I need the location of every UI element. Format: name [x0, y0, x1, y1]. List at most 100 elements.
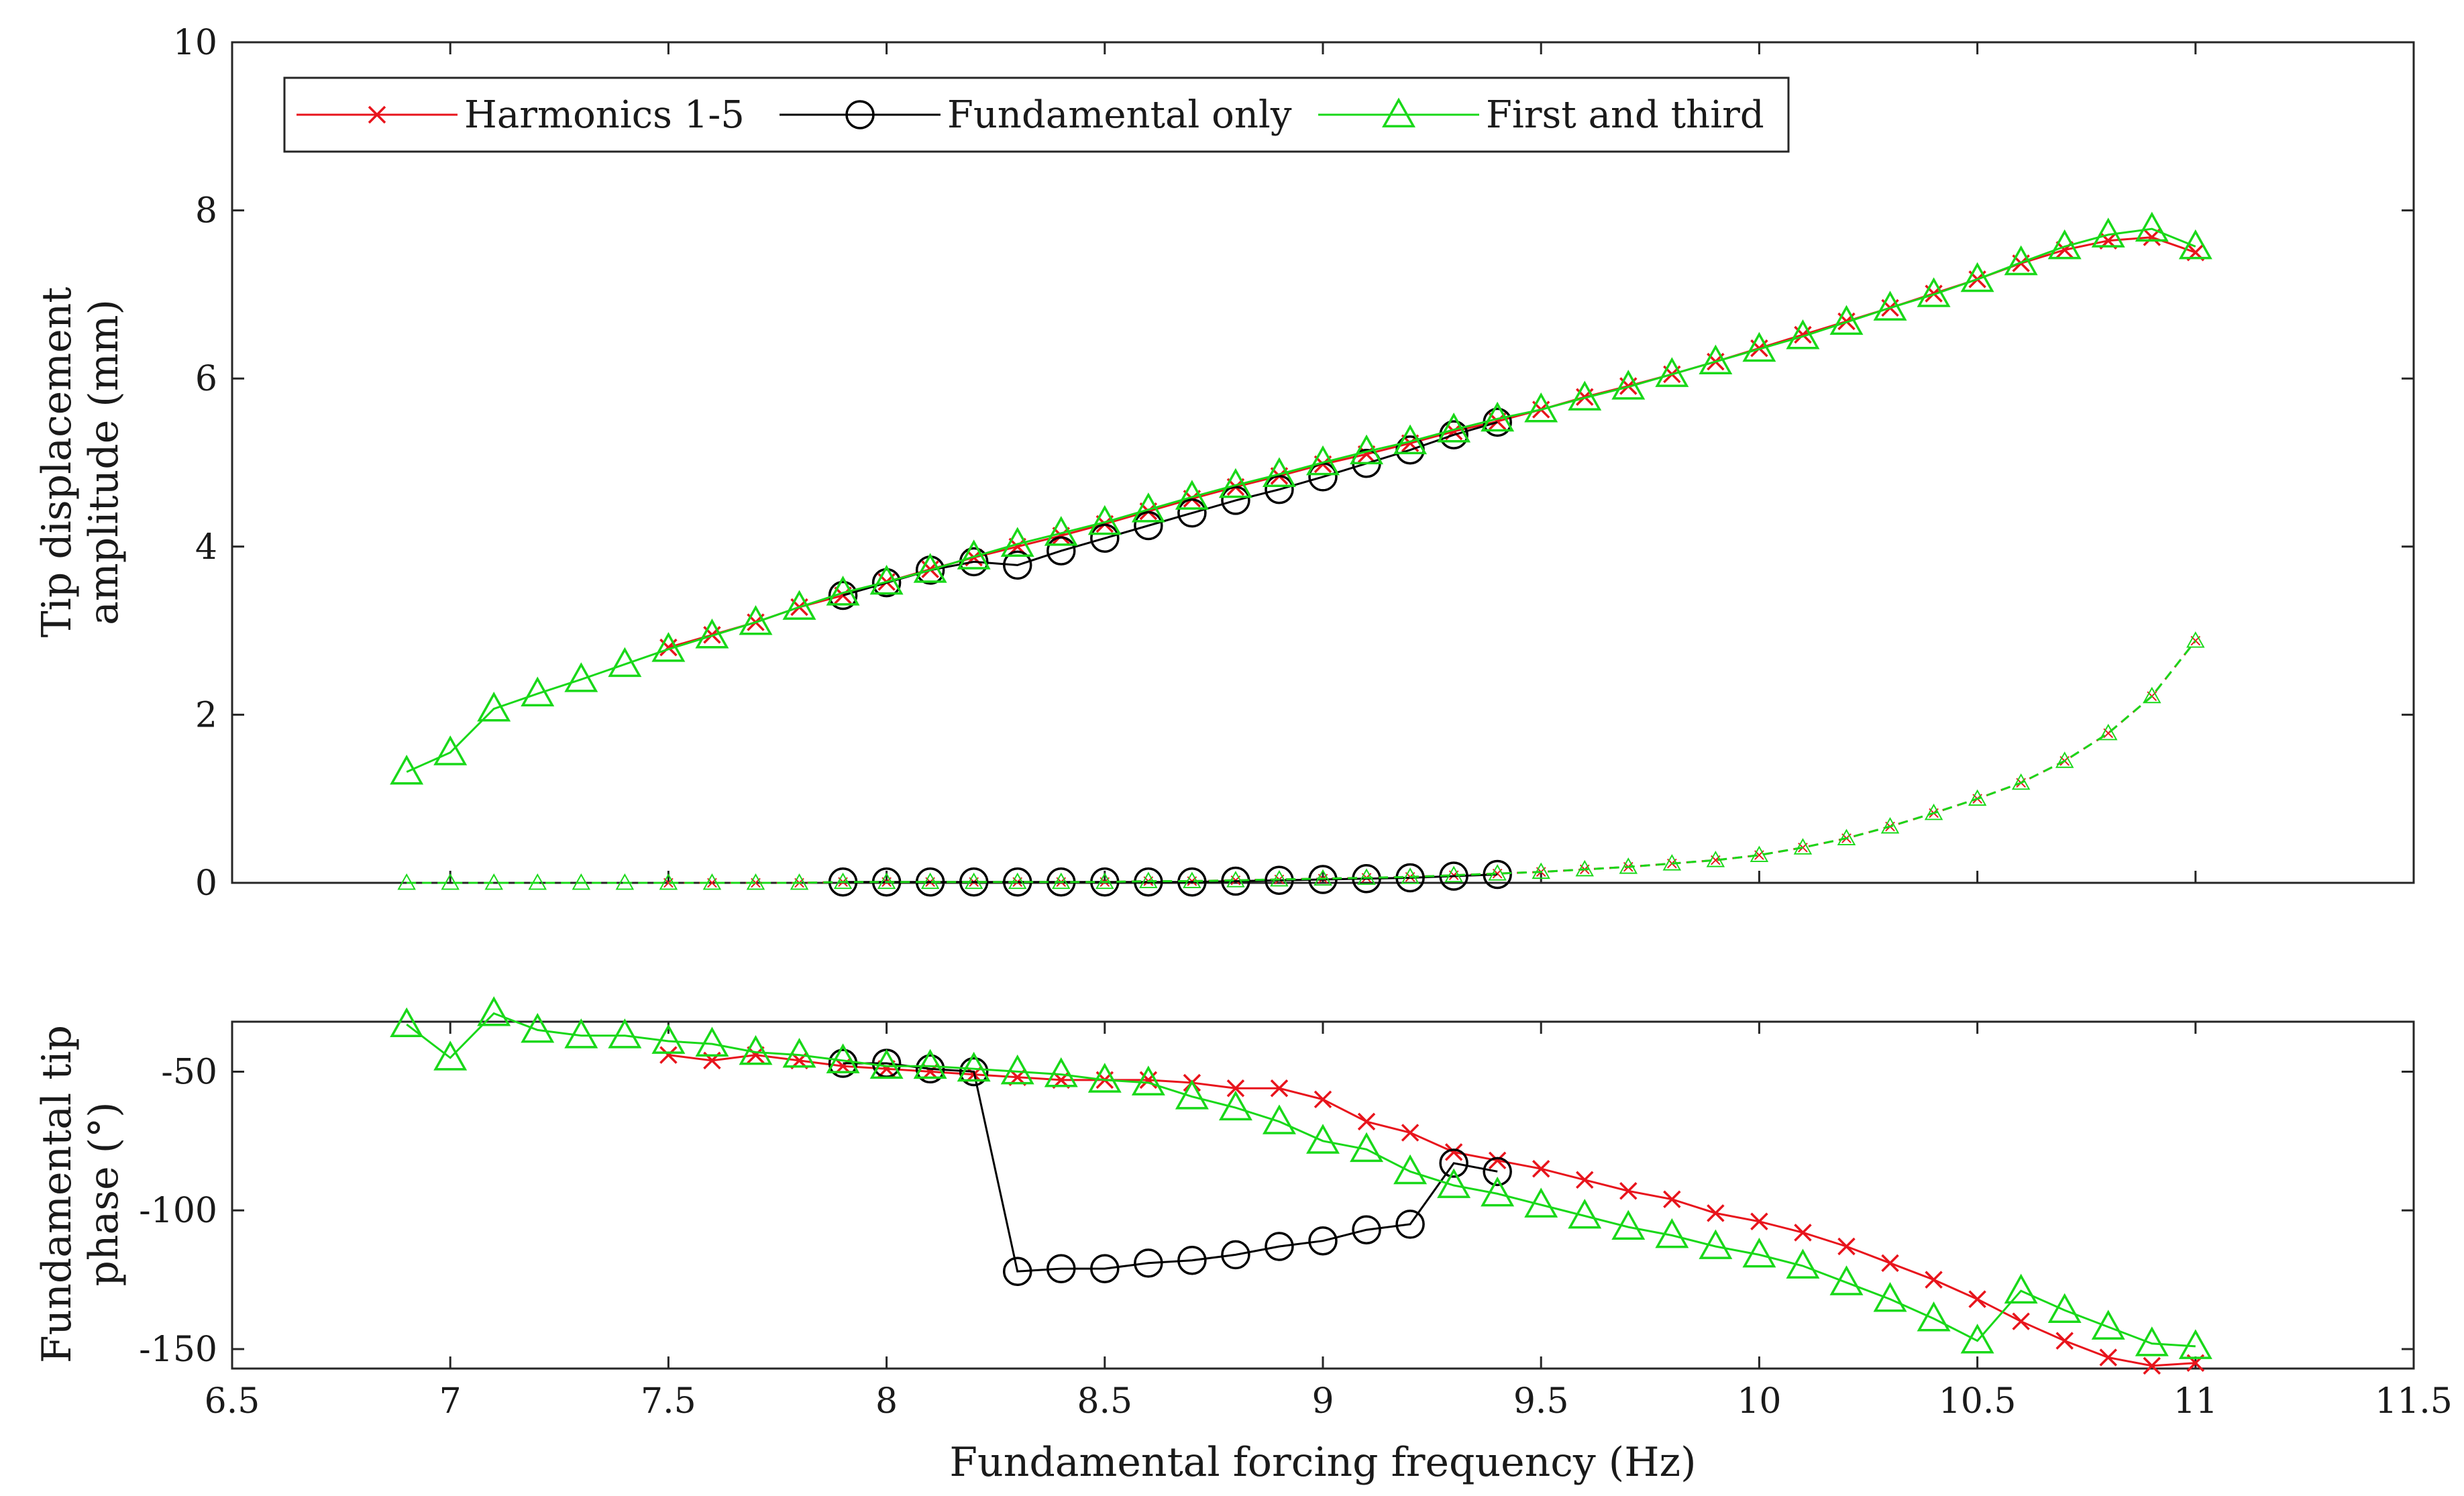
phase-first-and-third-point-32 — [1786, 1248, 1820, 1279]
amplitude-first-and-third-point-1 — [433, 735, 468, 765]
amplitude-first-and-third-point-24 — [1437, 413, 1471, 443]
phase-first-and-third-point-0 — [390, 1007, 424, 1038]
phase-first-and-third-point-1 — [433, 1040, 468, 1071]
amplitude-first-and-third-lower-branch-point-group-38 — [2055, 751, 2074, 768]
amplitude-first-and-third-lower-branch-point-25 — [1488, 864, 1507, 881]
amplitude-first-and-third-lower-branch-point-group-24 — [1444, 865, 1463, 883]
phase-fundamental-only-point-4 — [1002, 1257, 1032, 1286]
amplitude-first-and-third-point-17 — [1131, 492, 1165, 523]
legend-marker-harmonics-1-5-shape — [368, 105, 386, 124]
amplitude-y-tick-label-3: 6 — [195, 359, 217, 399]
amplitude-first-and-third-point-6 — [651, 632, 686, 662]
phase-y-tick-label-1: -100 — [139, 1191, 217, 1231]
amplitude-y-tick-label-4: 8 — [195, 191, 217, 231]
amplitude-first-and-third-point-28 — [1611, 370, 1646, 400]
amplitude-first-and-third-point-38 — [2047, 229, 2082, 260]
amplitude-first-and-third-point-23 — [1393, 424, 1428, 455]
amplitude-first-and-third-lower-branch-point-13 — [964, 872, 983, 890]
amplitude-first-and-third-lower-branch-point-group-8 — [746, 873, 765, 890]
amplitude-first-and-third-lower-branch-point-group-27 — [1575, 859, 1594, 877]
amplitude-first-and-third-point-2 — [477, 692, 511, 722]
phase-harmonics-1-5-point-2 — [747, 1046, 765, 1064]
phase-first-and-third-point-12 — [913, 1049, 947, 1079]
amplitude-first-and-third-lower-branch-point-group-20 — [1270, 869, 1289, 887]
amplitude-first-and-third-lower-branch-point-18 — [1183, 871, 1201, 888]
phase-harmonics-1-5-point-0 — [659, 1046, 678, 1064]
amplitude-first-and-third-lower-branch-point-11 — [877, 872, 896, 890]
phase-harmonics-1-5-point-32 — [2055, 1332, 2074, 1350]
phase-harmonics-1-5-point-14 — [1270, 1079, 1289, 1098]
amplitude-first-and-third-lower-branch-point-group-30 — [1706, 851, 1725, 867]
amplitude-first-and-third-lower-branch-point-group-36 — [1968, 789, 1987, 806]
amplitude-fundamental-only-lower-branch-point-9 — [1221, 866, 1250, 896]
amplitude-first-and-third-lower-branch-point-group-33 — [1837, 829, 1856, 845]
amplitude-first-and-third-point-22 — [1350, 434, 1384, 465]
phase-first-and-third-point-31 — [1742, 1237, 1776, 1268]
amplitude-first-and-third-lower-branch-point-1 — [441, 873, 460, 890]
amplitude-first-and-third-lower-branch-point-24 — [1444, 865, 1463, 883]
phase-fundamental-only-point-3 — [959, 1057, 989, 1087]
amplitude-fundamental-only-lower-branch-point-15 — [1483, 859, 1512, 890]
amplitude-fundamental-only-lower-branch-point-10 — [1265, 865, 1294, 895]
amplitude-first-and-third-lower-branch-point-group-23 — [1401, 867, 1420, 884]
amplitude-first-and-third-lower-branch-point-7 — [702, 873, 722, 890]
amplitude-first-and-third-lower-branch-point-16 — [1095, 872, 1114, 890]
legend-box — [283, 76, 1790, 153]
amplitude-first-and-third-lower-branch-point-group-17 — [1139, 871, 1158, 888]
phase-harmonics-1-5-point-30 — [1968, 1290, 1986, 1308]
legend-marker-fundamental-only-shape — [845, 100, 875, 129]
amplitude-fundamental-only-line — [843, 421, 1498, 596]
phase-first-and-third-point-34 — [1873, 1282, 1907, 1312]
amplitude-first-and-third-point-16 — [1087, 504, 1122, 535]
amplitude-y-axis-label-line-1: Tip displacement — [34, 287, 81, 638]
amplitude-first-and-third-point-7 — [695, 619, 729, 649]
phase-harmonics-1-5-point-20 — [1532, 1159, 1550, 1178]
phase-first-and-third-point-5 — [608, 1018, 642, 1049]
phase-fundamental-only-point-6 — [1090, 1254, 1120, 1283]
amplitude-first-and-third-lower-branch-point-group-10 — [833, 872, 853, 890]
amplitude-fundamental-only-point-5 — [1047, 536, 1076, 566]
phase-first-and-third-point-8 — [739, 1034, 773, 1065]
amplitude-first-and-third-point-21 — [1306, 445, 1340, 476]
phase-fundamental-only-point-12 — [1352, 1215, 1381, 1244]
amplitude-first-and-third-lower-branch-point-group-29 — [1662, 854, 1682, 871]
amplitude-first-and-third-lower-branch-point-group-35 — [1924, 803, 1943, 820]
phase-harmonics-1-5-point-17 — [1401, 1124, 1420, 1142]
amplitude-first-and-third-series — [390, 211, 2212, 785]
amplitude-first-and-third-lower-branch-point-30 — [1706, 851, 1725, 867]
phase-y-axis-label-line-1: Fundamental tip — [34, 1025, 81, 1363]
phase-first-and-third-point-19 — [1218, 1090, 1252, 1121]
amplitude-first-and-third-lower-branch-point-20 — [1270, 869, 1289, 887]
amplitude-first-and-third-lower-branch-point-6 — [659, 873, 678, 890]
amplitude-first-and-third-point-18 — [1175, 480, 1209, 510]
amplitude-first-and-third-lower-branch-point-17 — [1139, 871, 1158, 888]
legend-marker-first-and-third — [1382, 97, 1415, 127]
legend-label-fundamental-only: Fundamental only — [947, 93, 1292, 137]
amplitude-first-and-third-lower-branch-point-group-32 — [1793, 838, 1813, 855]
amplitude-first-and-third-point-5 — [608, 647, 642, 678]
phase-first-and-third-point-39 — [2091, 1310, 2125, 1340]
phase-first-and-third-point-27 — [1568, 1198, 1602, 1229]
amplitude-first-and-third-point-14 — [1000, 527, 1034, 557]
amplitude-first-and-third-lower-branch-point-group-3 — [528, 873, 547, 890]
x-tick-label-6: 9.5 — [1513, 1381, 1569, 1422]
amplitude-fundamental-only-point-8 — [1177, 498, 1207, 528]
phase-harmonics-1-5-point-16 — [1357, 1112, 1376, 1131]
amplitude-first-and-third-lower-branch-point-group-26 — [1532, 862, 1550, 879]
phase-harmonics-1-5-point-15 — [1314, 1090, 1332, 1109]
amplitude-fundamental-only-series — [828, 407, 1512, 610]
amplitude-y-axis-label-line-2: amplitude (mm) — [81, 299, 127, 625]
amplitude-first-and-third-lower-branch-point-group-11 — [877, 872, 896, 890]
phase-first-and-third-point-41 — [2178, 1329, 2212, 1359]
phase-first-and-third-point-26 — [1524, 1187, 1558, 1218]
amplitude-first-and-third-lower-branch-point-group-1 — [441, 873, 460, 890]
phase-harmonics-1-5-point-28 — [1881, 1254, 1899, 1273]
amplitude-first-and-third-point-35 — [1917, 277, 1951, 307]
phase-first-and-third-point-36 — [1960, 1324, 1994, 1354]
amplitude-first-and-third-point-8 — [739, 604, 773, 635]
amplitude-first-and-third-lower-branch-point-15 — [1052, 872, 1071, 890]
phase-first-and-third-point-29 — [1655, 1218, 1689, 1248]
phase-first-and-third-point-9 — [782, 1038, 816, 1068]
amplitude-first-and-third-lower-branch-point-22 — [1357, 868, 1376, 885]
legend-label-first-and-third: First and third — [1486, 93, 1764, 137]
